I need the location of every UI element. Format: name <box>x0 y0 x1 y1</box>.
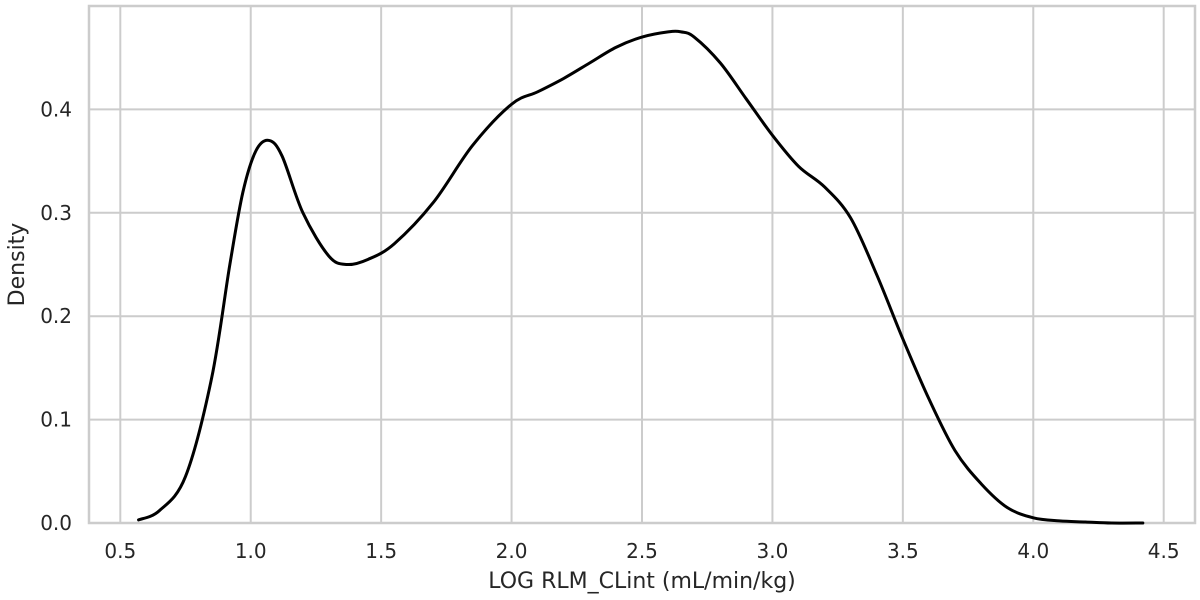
x-tick-label: 1.0 <box>235 539 267 563</box>
x-tick-label: 0.5 <box>104 539 136 563</box>
x-tick-label: 2.0 <box>496 539 528 563</box>
plot-frame <box>87 4 1197 525</box>
x-tick-label: 1.5 <box>365 539 397 563</box>
x-tick-label: 4.0 <box>1017 539 1049 563</box>
density-line <box>137 29 1145 525</box>
y-axis-label: Density <box>5 223 30 307</box>
y-tick-label: 0.4 <box>40 97 72 121</box>
x-axis-label: LOG RLM_CLint (mL/min/kg) <box>488 569 796 594</box>
grid <box>89 6 1195 524</box>
y-tick-label: 0.2 <box>40 304 72 328</box>
x-tick-labels: 0.5 1.0 1.5 2.0 2.5 3.0 3.5 4.0 4.5 <box>104 539 1179 563</box>
x-tick-label: 4.5 <box>1148 539 1180 563</box>
y-tick-labels: 0.0 0.1 0.2 0.3 0.4 <box>40 97 72 535</box>
x-tick-label: 2.5 <box>626 539 658 563</box>
y-tick-label: 0.1 <box>40 408 72 432</box>
y-tick-label: 0.3 <box>40 201 72 225</box>
x-tick-label: 3.5 <box>887 539 919 563</box>
y-tick-label: 0.0 <box>40 511 72 535</box>
x-tick-label: 3.0 <box>757 539 789 563</box>
